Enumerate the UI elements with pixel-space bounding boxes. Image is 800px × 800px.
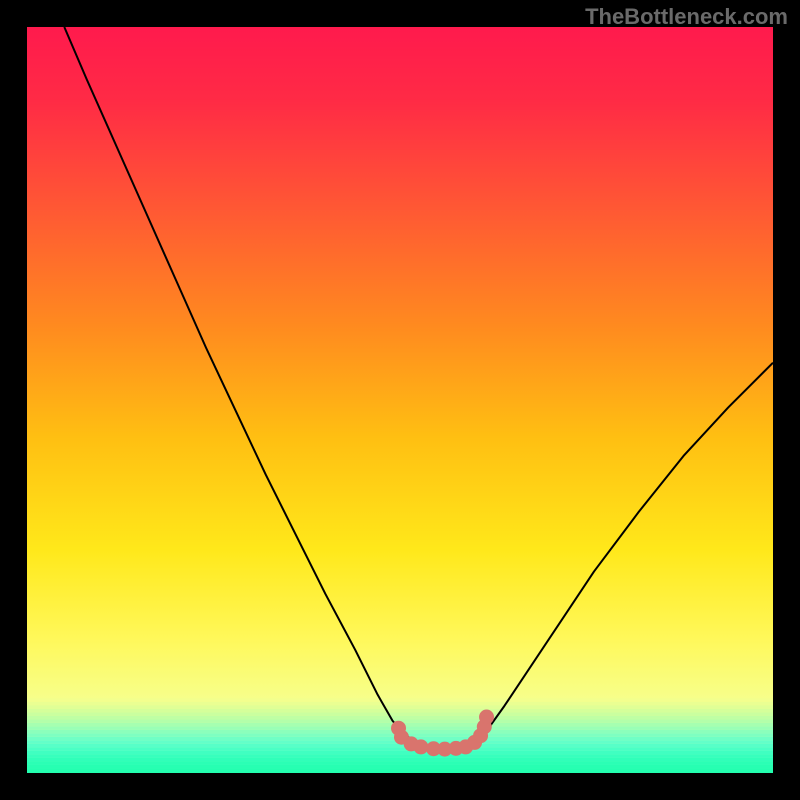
green-band bbox=[27, 705, 773, 709]
chart-frame: TheBottleneck.com bbox=[0, 0, 800, 800]
green-band bbox=[27, 751, 773, 755]
green-band bbox=[27, 754, 773, 758]
green-band bbox=[27, 765, 773, 769]
green-band bbox=[27, 709, 773, 713]
green-band bbox=[27, 702, 773, 706]
green-band bbox=[27, 758, 773, 762]
green-band bbox=[27, 712, 773, 716]
data-marker bbox=[414, 740, 428, 754]
green-band bbox=[27, 716, 773, 720]
data-marker bbox=[480, 710, 494, 724]
plot-area bbox=[27, 27, 773, 773]
green-band bbox=[27, 698, 773, 702]
green-band bbox=[27, 747, 773, 751]
watermark-text: TheBottleneck.com bbox=[585, 4, 788, 30]
green-band bbox=[27, 761, 773, 765]
background-gradient bbox=[27, 27, 773, 773]
plot-svg bbox=[27, 27, 773, 773]
green-band bbox=[27, 772, 773, 773]
green-band bbox=[27, 768, 773, 772]
